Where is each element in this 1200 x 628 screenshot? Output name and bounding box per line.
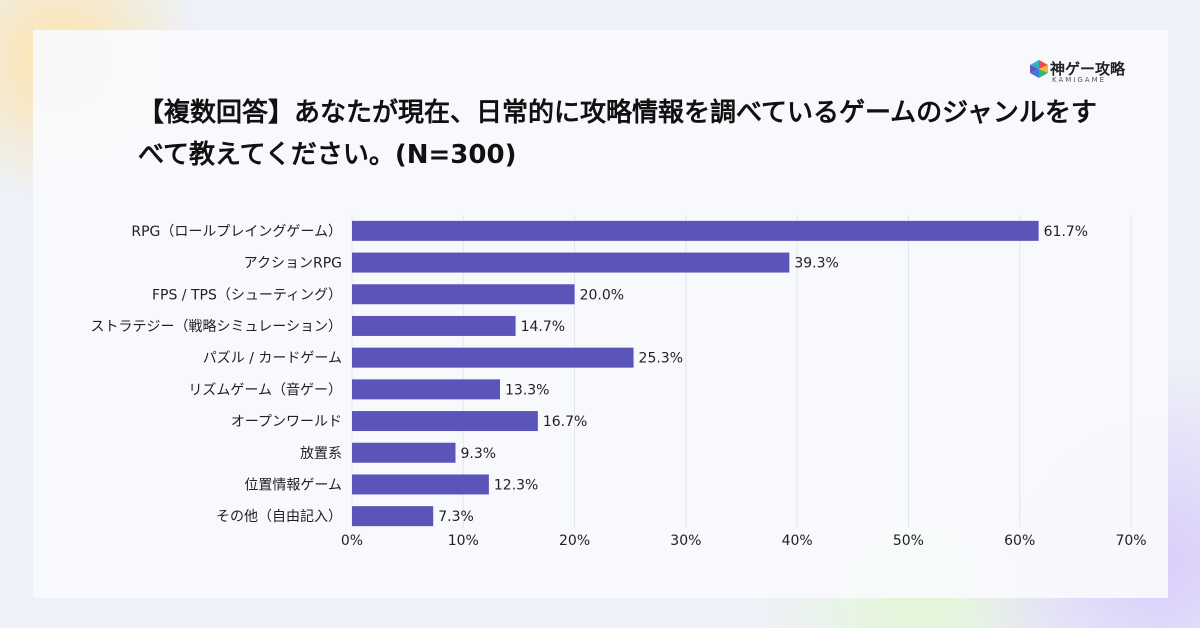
bar xyxy=(352,411,538,432)
x-tick-label: 10% xyxy=(448,533,479,549)
bar xyxy=(352,506,434,527)
x-tick-label: 60% xyxy=(1004,533,1035,549)
y-tick-label: パズル / カードゲーム xyxy=(203,351,342,367)
bar xyxy=(352,252,790,273)
value-label: 12.3% xyxy=(494,477,538,493)
y-tick-label: FPS / TPS（シューティング） xyxy=(152,287,342,303)
y-tick-label: RPG（ロールプレイングゲーム） xyxy=(131,224,342,240)
bar xyxy=(352,442,456,463)
x-tick-label: 20% xyxy=(559,533,590,549)
chart-title: 【複数回答】あなたが現在、日常的に攻略情報を調べているゲームのジャンルをすべて教… xyxy=(138,98,1097,170)
x-tick-label: 40% xyxy=(782,533,813,549)
value-label: 16.7% xyxy=(543,414,587,430)
logo-icon xyxy=(1030,60,1048,78)
bar xyxy=(352,347,634,368)
value-label: 61.7% xyxy=(1044,224,1088,240)
value-label: 14.7% xyxy=(521,319,565,335)
value-label: 39.3% xyxy=(794,256,838,272)
logo-name: 神ゲー攻略 xyxy=(1050,60,1126,78)
y-tick-label: 位置情報ゲーム xyxy=(244,477,342,493)
bar xyxy=(352,474,489,495)
y-tick-label: その他（自由記入） xyxy=(216,508,342,525)
bar xyxy=(352,284,575,305)
value-label: 20.0% xyxy=(580,287,624,303)
y-tick-label: オープンワールド xyxy=(231,414,342,430)
x-tick-label: 30% xyxy=(670,533,701,549)
bar xyxy=(352,315,516,336)
x-tick-label: 0% xyxy=(341,533,363,549)
bar xyxy=(352,379,501,400)
card xyxy=(33,30,1168,598)
logo-sub: KAMIGAME xyxy=(1052,76,1107,84)
x-tick-label: 50% xyxy=(893,533,924,549)
value-label: 7.3% xyxy=(438,509,474,525)
y-tick-label: ストラテジー（戦略シミュレーション） xyxy=(91,319,342,335)
x-tick-label: 70% xyxy=(1115,533,1146,549)
value-label: 25.3% xyxy=(639,351,683,367)
y-tick-label: リズムゲーム（音ゲー） xyxy=(188,381,342,398)
bar xyxy=(352,220,1039,241)
value-label: 13.3% xyxy=(505,382,549,398)
y-tick-label: アクションRPG xyxy=(244,256,342,272)
value-label: 9.3% xyxy=(460,446,496,462)
y-tick-label: 放置系 xyxy=(300,446,342,462)
